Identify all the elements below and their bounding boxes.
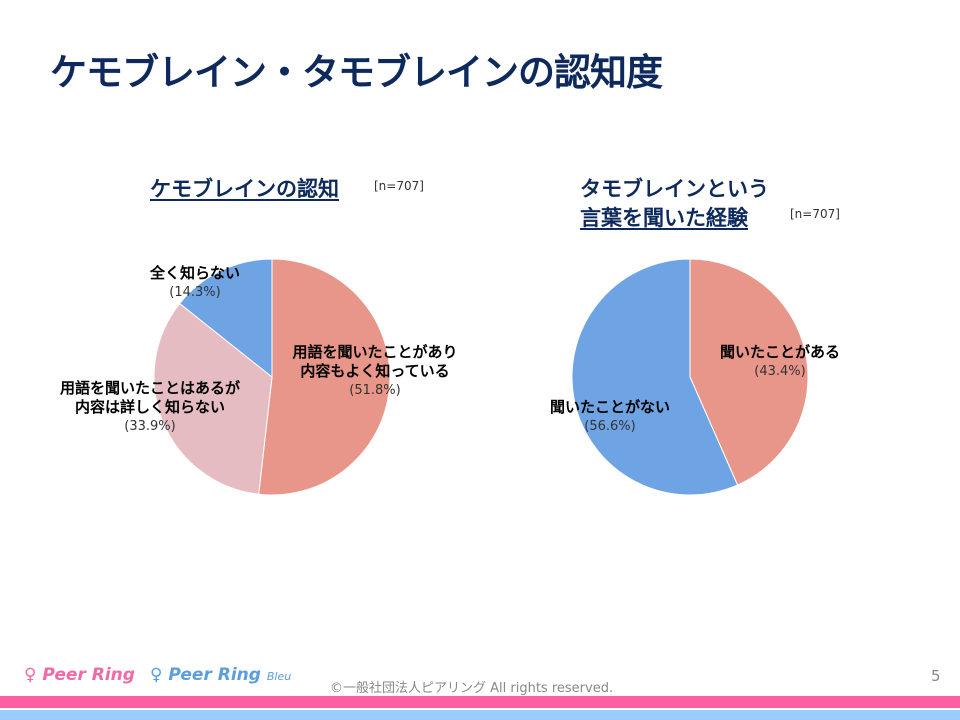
chart2-title-line2: 言葉を聞いた経験 [580, 206, 748, 230]
c1-slice2-label: 用語を聞いたことはあるが 内容は詳しく知らない (33.9%) [30, 379, 270, 436]
label-line: 全く知らない [149, 264, 240, 282]
pie2-slice-1 [689, 258, 809, 486]
footer-blue-bar [0, 710, 960, 720]
slide-title: ケモブレイン・タモブレインの認知度 [50, 51, 663, 94]
c1-slice3-label: 全く知らない (14.3%) [120, 264, 270, 302]
pct-label: (51.8%) [349, 383, 401, 398]
label-line: 用語を聞いたことがあり [292, 343, 458, 361]
pct-label: (14.3%) [169, 285, 221, 300]
chart1-n: [n=707] [374, 179, 424, 193]
pie1-slice-2 [153, 302, 273, 495]
pct-label: (43.4%) [754, 364, 806, 379]
label-line: 内容もよく知っている [300, 362, 450, 380]
label-line: 聞いたことがある [719, 343, 840, 361]
pie1-slice-3 [178, 258, 273, 379]
pie1-slice-1 [258, 258, 391, 496]
chart1-title: ケモブレインの認知 [150, 177, 339, 201]
footer-pink-bar [0, 696, 960, 708]
c2-slice2-label: 聞いたことがない (56.6%) [530, 398, 690, 436]
chart2-n: [n=707] [790, 207, 840, 221]
peer-ring-logo: ♀ Peer Ring [24, 665, 135, 685]
c2-slice1-label: 聞いたことがある (43.4%) [700, 343, 860, 381]
peer-ring-bleu-logo: ♀ Peer Ring Bleu [150, 665, 291, 685]
copyright: ©一般社団法人ピアリング All rights reserved. [330, 681, 614, 696]
page-number: 5 [931, 667, 941, 685]
logo-icon: ♀ [150, 665, 163, 685]
pie2-slice-2 [571, 258, 739, 496]
c1-slice1-label: 用語を聞いたことがあり 内容もよく知っている (51.8%) [270, 343, 480, 400]
logo-icon: ♀ [24, 665, 37, 685]
pct-label: (56.6%) [584, 419, 636, 434]
logo-suffix: Bleu [266, 670, 292, 683]
logo-text: Peer Ring [42, 665, 135, 685]
label-line: 用語を聞いたことはあるが [59, 379, 240, 397]
pct-label: (33.9%) [124, 419, 176, 434]
label-line: 聞いたことがない [549, 398, 670, 416]
logo-text: Peer Ring [168, 665, 261, 685]
label-line: 内容は詳しく知らない [74, 398, 225, 416]
chart2-title-line1: タモブレインという [580, 177, 769, 201]
